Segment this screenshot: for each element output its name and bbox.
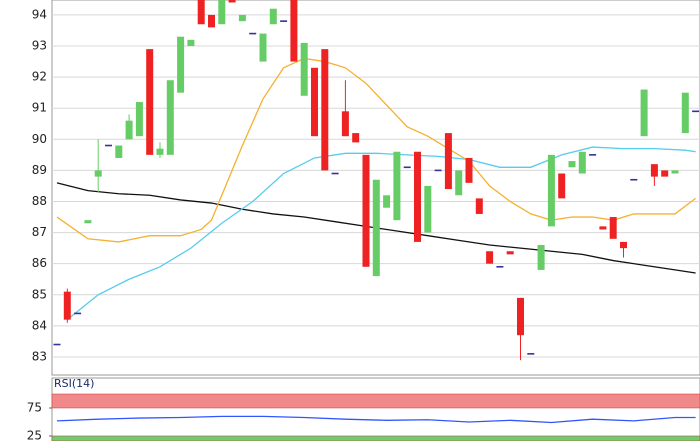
rsi-band [51, 393, 700, 409]
candle-body [249, 32, 257, 35]
candle-body [620, 241, 627, 249]
candle-body [341, 111, 349, 137]
y-tick-label: 90 [32, 132, 47, 146]
candle-body [63, 291, 71, 320]
candle-body [609, 217, 617, 239]
candle-body [681, 92, 689, 134]
candle-body [455, 170, 463, 196]
candle-body [84, 220, 92, 224]
candle-body [280, 20, 288, 22]
candle-body [465, 157, 473, 183]
candle-body [486, 251, 494, 264]
candle-body [115, 145, 123, 158]
candle-body [393, 151, 401, 221]
y-tick-label: 89 [32, 163, 47, 177]
candle-body [506, 251, 514, 255]
candle-body [630, 178, 638, 181]
y-tick-label: 86 [32, 256, 47, 270]
candle-body [578, 151, 586, 174]
y-tick-label: 94 [32, 7, 47, 21]
rsi-title: RSI(14) [54, 377, 94, 390]
candle-body [135, 101, 143, 137]
indicator-line [56, 182, 696, 274]
indicator-line [56, 57, 696, 243]
candle-body [372, 179, 380, 277]
candle-body [125, 120, 133, 140]
candle-body [517, 297, 524, 336]
candle-body [537, 245, 545, 270]
rsi-plot-frame [51, 377, 700, 441]
candle-body [74, 312, 82, 315]
candle-body [218, 0, 226, 25]
main-layer: 83 84 85 86 87 88 89 90 91 92 93 94 [32, 0, 700, 363]
rsi-layer: 75 25 [27, 393, 700, 441]
y-tick-label: 75 [27, 400, 42, 414]
candle-body [197, 0, 205, 25]
y-tick-label: 85 [32, 287, 47, 301]
y-tick-label: 92 [32, 70, 47, 84]
candle-body [166, 80, 174, 155]
candle-body [53, 343, 61, 346]
candle-body [671, 170, 679, 174]
candle-body [311, 67, 318, 137]
y-tick-label: 25 [27, 428, 42, 441]
candle-body [362, 154, 370, 267]
candle-body [434, 169, 442, 172]
candle-body [475, 198, 483, 214]
candle-body [208, 14, 215, 28]
y-tick-label: 84 [32, 318, 47, 332]
candle-body [589, 154, 597, 156]
candle-body [177, 36, 185, 93]
candle-body [238, 14, 246, 22]
y-tick-label: 83 [32, 349, 47, 363]
candle-body [661, 170, 669, 177]
rsi-band [51, 435, 700, 441]
candle-body [321, 49, 329, 171]
candle-body [146, 49, 154, 155]
candle-body [383, 195, 391, 208]
candle-body [300, 42, 308, 96]
candle-body [105, 144, 112, 147]
candle-body [228, 0, 236, 3]
candle-body [331, 172, 339, 175]
candle-body [156, 148, 164, 155]
candle-body [558, 173, 566, 199]
candle-body [444, 133, 452, 190]
y-tick-label: 88 [32, 194, 47, 208]
y-tick-label: 93 [32, 39, 47, 53]
candle-body [568, 161, 576, 168]
candle-body [187, 39, 195, 47]
indicator-line [66, 146, 696, 321]
candle-body [414, 151, 421, 242]
candle-body [692, 110, 700, 113]
candle-body [547, 154, 555, 227]
candle-body [290, 0, 298, 62]
candle-body [94, 170, 102, 177]
candle-body [352, 133, 360, 143]
candle-body [403, 166, 411, 169]
y-tick-label: 87 [32, 225, 47, 239]
candle-body [259, 33, 267, 62]
candle-body [424, 185, 432, 233]
candle-body [527, 353, 535, 355]
y-tick-label: 91 [32, 101, 47, 115]
candle-body [269, 8, 277, 25]
candle-body [599, 226, 607, 230]
candle-body [650, 164, 658, 177]
indicator-line [56, 415, 696, 424]
candle-body [640, 89, 648, 137]
candle-body [496, 265, 504, 268]
